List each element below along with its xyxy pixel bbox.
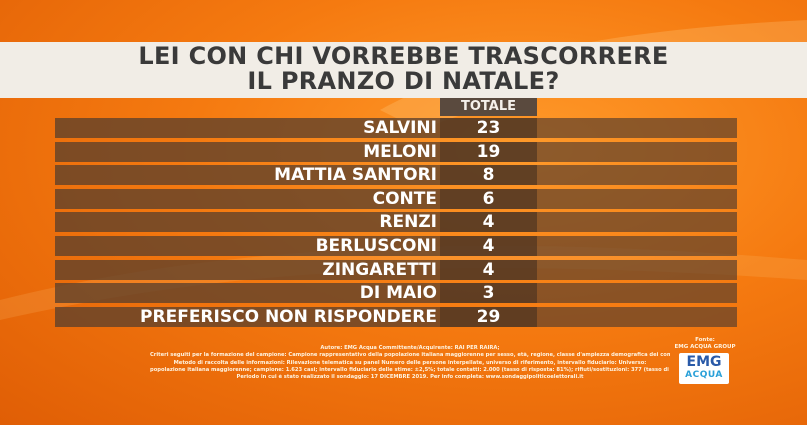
- value-label: 29: [476, 306, 501, 327]
- table-row: MELONI 19: [55, 141, 737, 162]
- source-label: Fonte:: [695, 337, 715, 343]
- value-label: 6: [482, 188, 495, 209]
- value-label: 8: [482, 165, 495, 186]
- row-background-segment: [440, 141, 537, 162]
- value-label: 23: [476, 118, 501, 138]
- category-label: PREFERISCO NON RISPONDERE: [140, 306, 437, 327]
- table-row: MATTIA SANTORI 8: [55, 165, 737, 186]
- value-label: 4: [482, 259, 495, 280]
- table-row: DI MAIO 3: [55, 283, 737, 304]
- category-label: DI MAIO: [359, 283, 437, 304]
- row-background-segment: [537, 259, 737, 280]
- row-background-segment: [55, 283, 440, 304]
- logo-emg-text: EMG: [686, 354, 722, 370]
- row-background-segment: [440, 118, 537, 138]
- note-line: Periodo in cui è stato realizzato il son…: [236, 374, 584, 381]
- category-label: MELONI: [363, 141, 437, 162]
- category-label: BERLUSCONI: [315, 235, 437, 256]
- note-line: Criteri seguiti per la formazione del ca…: [150, 352, 670, 359]
- category-label: CONTE: [372, 188, 437, 209]
- row-background-segment: [440, 212, 537, 233]
- row-background-segment: [55, 212, 440, 233]
- source-credit: Fonte: EMG ACQUA GROUP: [670, 337, 740, 351]
- table-row: PREFERISCO NON RISPONDERE 29: [55, 306, 737, 327]
- category-label: ZINGARETTI: [322, 259, 437, 280]
- emg-acqua-logo: EMG ACQUA: [679, 353, 729, 384]
- logo-acqua-text: ACQUA: [685, 370, 723, 380]
- row-background-segment: [55, 235, 440, 256]
- value-label: 19: [476, 141, 501, 162]
- table-row: CONTE 6: [55, 188, 737, 209]
- row-background-segment: [440, 188, 537, 209]
- value-label: 4: [482, 212, 495, 233]
- title-line-1: LEI CON CHI VORREBBE TRASCORRERE: [138, 42, 669, 70]
- source-name: EMG ACQUA GROUP: [674, 344, 736, 350]
- row-background-segment: [537, 118, 737, 138]
- results-table: SALVINI 23 MELONI 19 MATTIA SANTORI 8 CONTE 6 RE…: [55, 118, 737, 330]
- row-background-segment: [440, 306, 537, 327]
- row-background-segment: [537, 306, 737, 327]
- value-label: 3: [482, 283, 495, 304]
- row-background-segment: [537, 235, 737, 256]
- row-background-segment: [55, 259, 440, 280]
- row-background-segment: [55, 165, 440, 186]
- row-background-segment: [537, 212, 737, 233]
- row-background-segment: [537, 141, 737, 162]
- table-row: ZINGARETTI 4: [55, 259, 737, 280]
- category-label: SALVINI: [363, 118, 437, 138]
- note-line: Autore: EMG Acqua Committente/Acquirente…: [320, 345, 500, 351]
- title-band: [0, 42, 807, 98]
- row-background-segment: [440, 235, 537, 256]
- chart-title: LEI CON CHI VORREBBE TRASCORRERE IL PRAN…: [0, 44, 807, 94]
- table-row: BERLUSCONI 4: [55, 235, 737, 256]
- note-line: popolazione italiana maggiorenne; campio…: [150, 366, 670, 373]
- category-label: MATTIA SANTORI: [274, 165, 437, 186]
- title-line-2: IL PRANZO DI NATALE?: [247, 67, 560, 95]
- row-background-segment: [440, 283, 537, 304]
- methodology-notes: Autore: EMG Acqua Committente/Acquirente…: [150, 345, 670, 381]
- row-background-segment: [55, 188, 440, 209]
- row-background-segment: [440, 259, 537, 280]
- category-label: RENZI: [379, 212, 437, 233]
- row-background-segment: [55, 306, 440, 327]
- table-row: RENZI 4: [55, 212, 737, 233]
- value-label: 4: [482, 235, 495, 256]
- row-background-segment: [55, 141, 440, 162]
- note-line: Metodo di raccolta delle informazioni: R…: [173, 359, 647, 366]
- table-row: SALVINI 23: [55, 118, 737, 138]
- row-background-segment: [537, 283, 737, 304]
- row-background-segment: [55, 118, 440, 138]
- row-background-segment: [537, 165, 737, 186]
- column-header-totale: TOTALE: [440, 98, 537, 116]
- row-background-segment: [440, 165, 537, 186]
- row-background-segment: [537, 188, 737, 209]
